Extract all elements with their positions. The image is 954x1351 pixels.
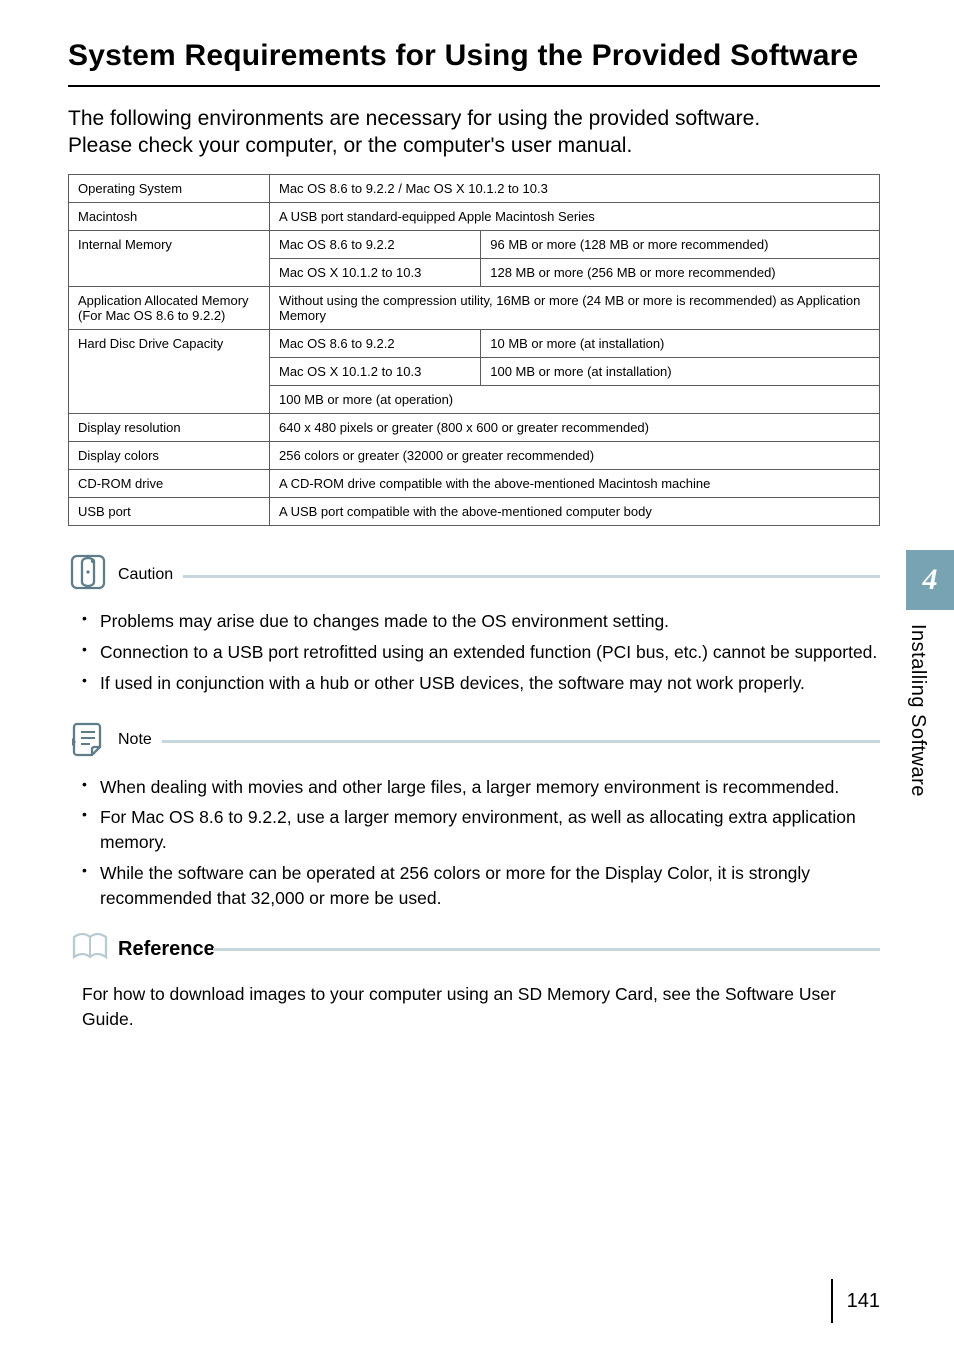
table-cell: A CD-ROM drive compatible with the above…	[270, 470, 880, 498]
list-item: For Mac OS 8.6 to 9.2.2, use a larger me…	[86, 805, 880, 855]
page-number: 141	[847, 1290, 880, 1313]
chapter-tab: 4 Installing Software	[906, 550, 954, 830]
table-key: Operating System	[69, 175, 270, 203]
table-key: CD-ROM drive	[69, 470, 270, 498]
list-item: While the software can be operated at 25…	[86, 861, 880, 911]
page-footer: 141	[831, 1279, 880, 1323]
table-cell: Mac OS X 10.1.2 to 10.3	[270, 358, 481, 386]
table-cell: 100 MB or more (at operation)	[270, 386, 880, 414]
page-title: System Requirements for Using the Provid…	[68, 38, 880, 75]
caution-list: Problems may arise due to changes made t…	[68, 609, 880, 696]
table-key: Internal Memory	[69, 231, 270, 287]
list-item: Connection to a USB port retrofitted usi…	[86, 640, 880, 665]
table-key: Hard Disc Drive Capacity	[69, 330, 270, 414]
chapter-label: Installing Software	[906, 610, 941, 830]
list-item: When dealing with movies and other large…	[86, 775, 880, 800]
table-cell: 100 MB or more (at installation)	[481, 358, 880, 386]
table-cell: 96 MB or more (128 MB or more recommende…	[481, 231, 880, 259]
reference-icon	[68, 929, 116, 970]
reference-header: Reference	[68, 929, 880, 970]
requirements-table: Operating SystemMac OS 8.6 to 9.2.2 / Ma…	[68, 174, 880, 526]
footer-bar	[831, 1279, 833, 1323]
chapter-number: 4	[906, 550, 954, 610]
caution-rule	[68, 575, 880, 578]
reference-title: Reference	[118, 938, 215, 961]
title-rule	[68, 85, 880, 87]
reference-rule	[213, 948, 880, 951]
note-list: When dealing with movies and other large…	[68, 775, 880, 911]
caution-icon	[68, 552, 108, 597]
note-icon	[68, 718, 108, 763]
caution-title: Caution	[118, 566, 173, 584]
reference-body: For how to download images to your compu…	[68, 982, 880, 1032]
table-cell: A USB port compatible with the above-men…	[270, 498, 880, 526]
table-cell: Mac OS 8.6 to 9.2.2	[270, 330, 481, 358]
note-rule	[68, 740, 880, 743]
table-key: USB port	[69, 498, 270, 526]
table-key: Macintosh	[69, 203, 270, 231]
table-cell: 640 x 480 pixels or greater (800 x 600 o…	[270, 414, 880, 442]
lead-text: The following environments are necessary…	[68, 105, 880, 160]
list-item: If used in conjunction with a hub or oth…	[86, 671, 880, 696]
table-key: Application Allocated Memory (For Mac OS…	[69, 287, 270, 330]
table-key: Display colors	[69, 442, 270, 470]
table-cell: A USB port standard-equipped Apple Macin…	[270, 203, 880, 231]
table-cell: Without using the compression utility, 1…	[270, 287, 880, 330]
note-title: Note	[118, 731, 152, 749]
list-item: Problems may arise due to changes made t…	[86, 609, 880, 634]
table-cell: 256 colors or greater (32000 or greater …	[270, 442, 880, 470]
table-cell: Mac OS 8.6 to 9.2.2	[270, 231, 481, 259]
table-key: Display resolution	[69, 414, 270, 442]
table-cell: Mac OS X 10.1.2 to 10.3	[270, 259, 481, 287]
table-cell: 128 MB or more (256 MB or more recommend…	[481, 259, 880, 287]
table-cell: Mac OS 8.6 to 9.2.2 / Mac OS X 10.1.2 to…	[270, 175, 880, 203]
table-cell: 10 MB or more (at installation)	[481, 330, 880, 358]
